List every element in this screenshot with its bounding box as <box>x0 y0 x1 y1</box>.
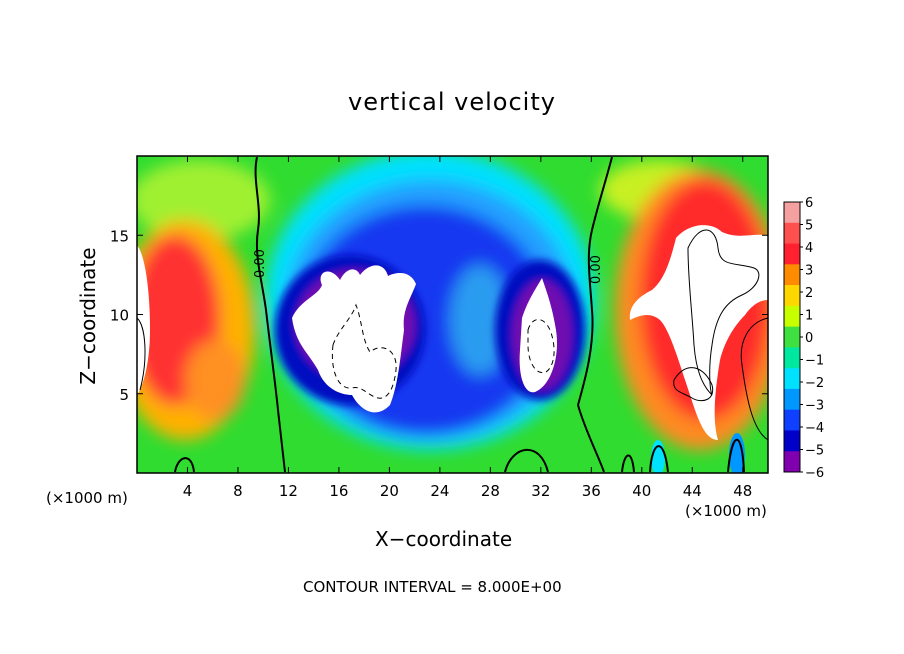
contour-label-left: 0.00 <box>253 249 268 278</box>
saturated-region-edge <box>137 245 150 395</box>
heatmap-field <box>137 156 768 473</box>
chart-title: vertical velocity <box>348 88 556 116</box>
x-tick-label: 12 <box>279 482 298 500</box>
saturated-region-left <box>292 265 416 413</box>
saturated-region-right <box>629 225 768 440</box>
zero-contour-bump-5 <box>727 438 745 473</box>
zero-contour-left <box>254 156 286 473</box>
contour-right-edge <box>740 317 768 441</box>
x-tick-label: 48 <box>733 482 752 500</box>
y-tick-label: 15 <box>110 227 129 245</box>
x-tick-label: 16 <box>329 482 348 500</box>
x-tick-label: 40 <box>632 482 651 500</box>
contour-label-right: 0.00 <box>589 255 604 284</box>
field-left-orange <box>185 340 245 420</box>
colorbar-tick-label: 2 <box>805 286 813 301</box>
colorbar-tick-label: −3 <box>805 399 824 414</box>
colorbar-swatch <box>784 388 800 411</box>
field-updraft-center-cyan <box>450 265 510 375</box>
contour-right-outer <box>687 229 760 396</box>
contour-interval-note: CONTOUR INTERVAL = 8.000E+00 <box>303 578 562 596</box>
x-tick-label: 44 <box>683 482 702 500</box>
colorbar-swatch <box>784 264 800 286</box>
x-tick-label: 20 <box>380 482 399 500</box>
x-tick-label: 36 <box>582 482 601 500</box>
x-axis-title: X−coordinate <box>375 527 513 551</box>
colorbar-swatch <box>784 326 800 348</box>
colorbar-tick-label: −1 <box>805 354 824 369</box>
colorbar-tick-label: 0 <box>805 331 813 346</box>
y-tick-label: 5 <box>119 386 129 404</box>
y-ticks: 5 10 15 <box>110 227 768 404</box>
x-tick-label: 8 <box>233 482 243 500</box>
colorbar-tick-label: −6 <box>805 466 824 481</box>
x-ticks: 4 8 12 16 20 24 28 32 36 40 44 48 <box>183 156 752 500</box>
colorbar: 6 5 4 3 2 1 0 −1 −2 −3 −4 −5 −6 <box>783 196 824 481</box>
colorbar-swatch <box>784 285 800 307</box>
y-tick-label: 10 <box>110 307 129 325</box>
colorbar-swatch <box>784 430 800 452</box>
x-tick-label: 4 <box>183 482 193 500</box>
colorbar-tick-label: 4 <box>805 241 813 256</box>
colorbar-tick-label: −4 <box>805 421 824 436</box>
x-unit-label-right: (×1000 m) <box>685 502 767 520</box>
colorbar-tick-label: −2 <box>805 376 824 391</box>
zero-contour-bump-2 <box>504 448 549 473</box>
x-tick-label: 28 <box>481 482 500 500</box>
colorbar-tick-label: 3 <box>805 264 813 279</box>
contour-right-inner <box>673 367 714 402</box>
colorbar-tick-label: 1 <box>805 309 813 324</box>
colorbar-tick-label: 6 <box>805 196 813 211</box>
contour-lines <box>137 156 768 473</box>
contour-left-interior <box>331 303 397 399</box>
zero-contour-bump-1 <box>174 457 195 473</box>
x-tick-label: 24 <box>430 482 449 500</box>
colorbar-swatch <box>784 243 800 265</box>
colorbar-swatch <box>784 305 800 328</box>
zero-contour-right <box>576 156 613 473</box>
colorbar-swatch <box>784 409 800 431</box>
colorbar-swatch <box>784 202 800 224</box>
field-light-green-left <box>137 160 270 240</box>
zero-contour-bump-3 <box>621 454 635 473</box>
colorbar-tick-label: 5 <box>805 219 813 234</box>
x-unit-label-left: (×1000 m) <box>46 489 128 507</box>
colorbar-tick-label: −5 <box>805 444 824 459</box>
contour-left-edge <box>137 317 146 391</box>
saturated-region-mid <box>519 278 558 393</box>
colorbar-swatch <box>784 368 800 390</box>
colorbar-swatch <box>784 451 800 473</box>
x-tick-label: 32 <box>531 482 550 500</box>
colorbar-swatch <box>784 222 800 245</box>
colorbar-swatch <box>784 347 800 369</box>
zero-contour-bump-4 <box>649 445 669 473</box>
